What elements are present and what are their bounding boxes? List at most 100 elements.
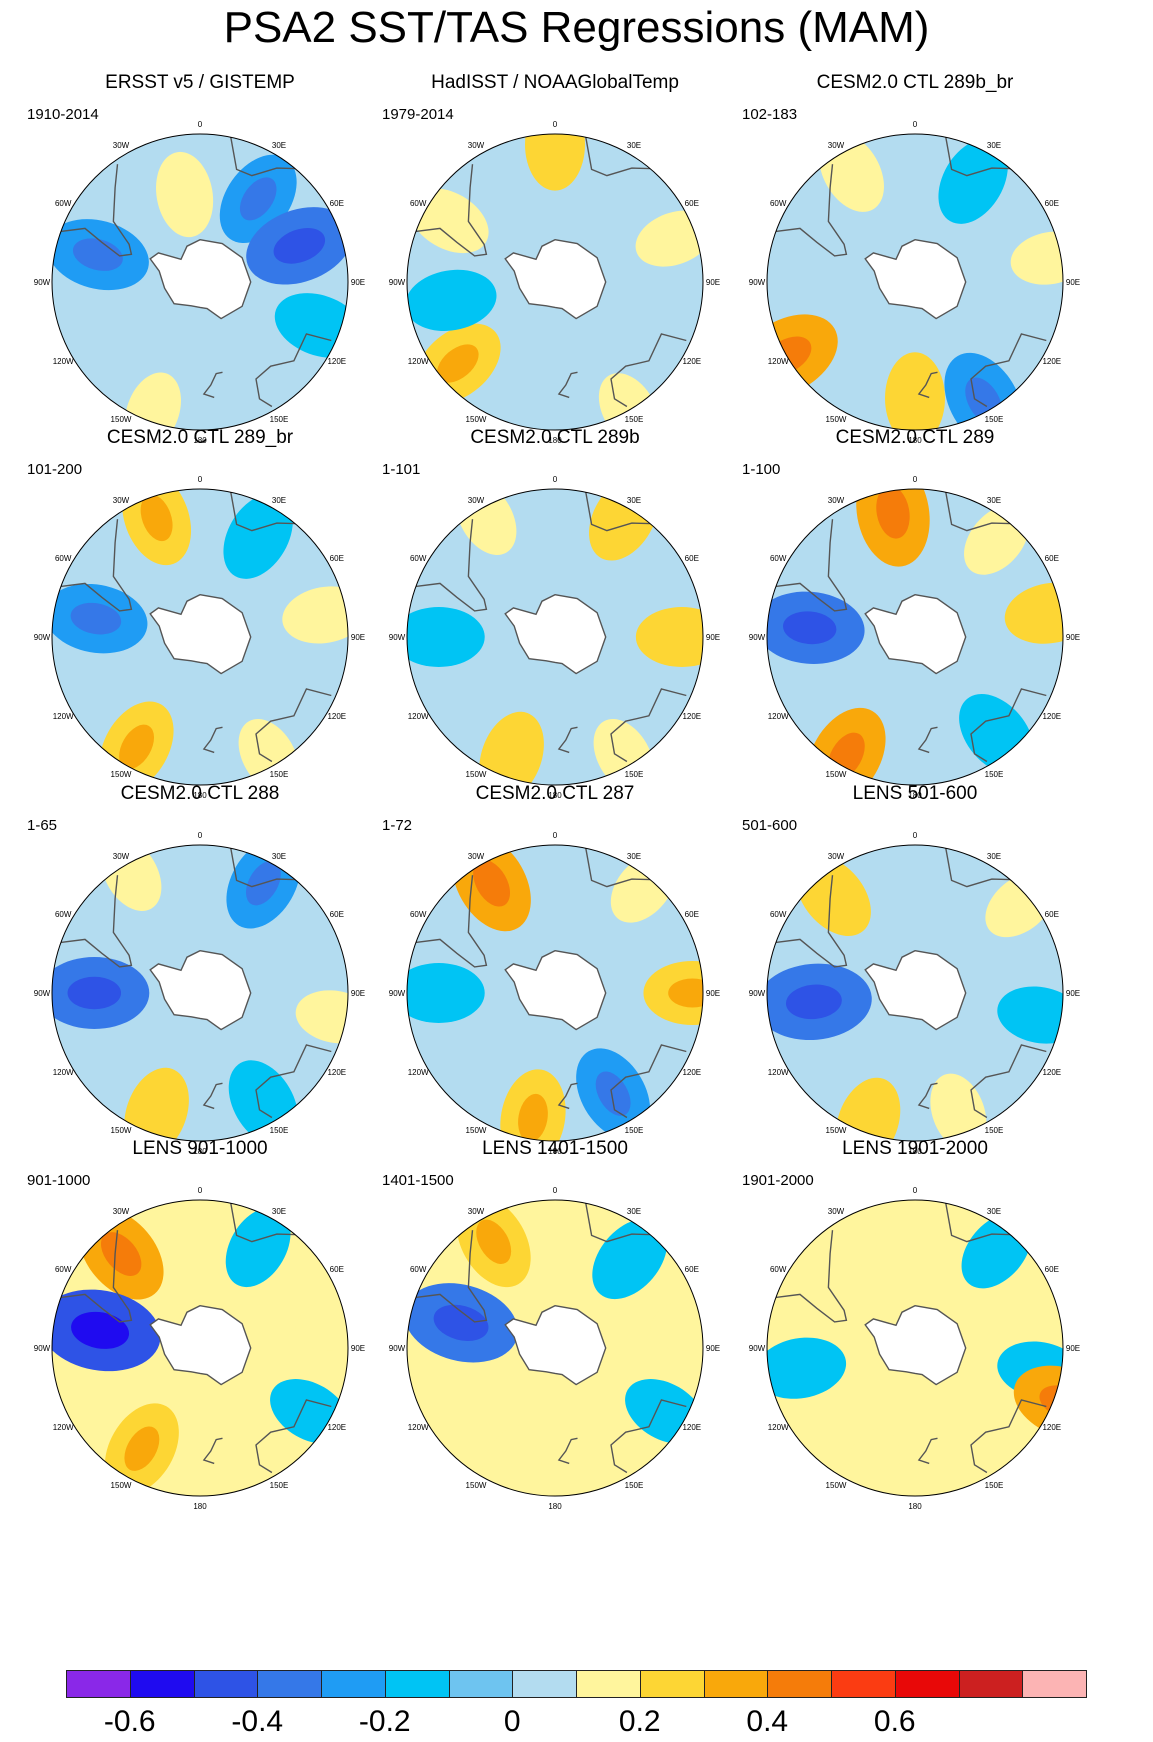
longitude-label: 60W [55, 554, 72, 563]
longitude-label: 90E [351, 1344, 365, 1353]
longitude-label: 150E [270, 1481, 289, 1490]
africa-coastline [945, 1203, 1011, 1243]
australia-coastline [610, 688, 687, 763]
polar-map: 0 30E 60E 90E 120E 150E 180 150W 120W 90W 60W 30W [34, 475, 365, 800]
longitude-label: 60W [770, 1265, 787, 1274]
panel-title: CESM2.0 CTL 287 [475, 783, 635, 804]
longitude-label: 180 [908, 791, 922, 800]
anomaly-patch [225, 1207, 291, 1288]
colorbar-tick-label: 0.2 [618, 1705, 661, 1738]
anomaly-core [473, 859, 511, 907]
longitude-label: 150E [270, 1126, 289, 1135]
longitude-label: 180 [193, 436, 207, 445]
antarctica-coastline [149, 1304, 252, 1386]
australia-coastline [970, 688, 1047, 763]
colorbar-swatch [767, 1670, 832, 1698]
anomaly-core [433, 1304, 489, 1341]
map-border [406, 488, 704, 786]
anomaly-core [476, 1219, 512, 1265]
longitude-label: 30E [987, 1207, 1001, 1216]
longitude-label: 120W [768, 357, 789, 366]
longitude-label: 180 [193, 1147, 207, 1156]
longitude-label: 60E [685, 199, 699, 208]
polar-map: 0 30E 60E 90E 120E 150E 180 150W 120W 90W 60W 30W [389, 475, 720, 800]
longitude-label: 150E [985, 770, 1004, 779]
longitude-label: 0 [553, 1186, 558, 1195]
longitude-label: 0 [913, 1186, 918, 1195]
anomaly-patch [407, 963, 485, 1023]
map-border [51, 488, 349, 786]
map-border [766, 1199, 1064, 1497]
longitude-label: 150W [826, 1126, 847, 1135]
anomaly-patch [1013, 1365, 1063, 1439]
antarctica-coastline [504, 238, 607, 320]
longitude-label: 150W [111, 1481, 132, 1490]
antarctica-coastline [149, 593, 252, 675]
longitude-label: 120E [327, 712, 346, 721]
longitude-label: 60W [55, 1265, 72, 1274]
longitude-label: 90E [351, 278, 365, 287]
longitude-label: 90E [706, 989, 720, 998]
longitude-label: 150W [111, 770, 132, 779]
longitude-label: 0 [198, 1186, 203, 1195]
polar-map: 0 30E 60E 90E 120E 150E 180 150W 120W 90W 60W 30W [34, 1186, 365, 1511]
longitude-label: 90W [34, 633, 51, 642]
south-america-coastline [775, 1230, 848, 1323]
polar-map: 0 30E 60E 90E 120E 150E 180 150W 120W 90W 60W 30W [749, 475, 1080, 800]
longitude-label: 0 [553, 475, 558, 484]
longitude-label: 150W [826, 770, 847, 779]
polar-map: 0 30E 60E 90E 120E 150E 180 150W 120W 90W 60W 30W [34, 831, 365, 1156]
map-panel: CESM2.0 CTL 289 0 30E 60E 90E 120E 150E 180 150W… [730, 427, 1100, 817]
longitude-label: 180 [908, 1147, 922, 1156]
map-panel: CESM2.0 CTL 288 0 30E 60E 90E 120E 150E 180 150W… [15, 783, 385, 1173]
panel-title: LENS 1401-1500 [482, 1138, 628, 1159]
south-america-coastline [415, 875, 488, 968]
anomaly-patch [407, 269, 497, 331]
longitude-label: 30E [987, 141, 1001, 150]
map-border [51, 1199, 349, 1497]
map-border [51, 844, 349, 1142]
colorbar-swatch [958, 1670, 1024, 1698]
anomaly-patch [1010, 231, 1063, 285]
colorbar-swatch [1022, 1670, 1087, 1698]
longitude-label: 0 [553, 120, 558, 129]
anomaly-core [876, 489, 910, 539]
period-label: 1401-1500 [382, 1172, 454, 1189]
longitude-label: 30E [272, 141, 286, 150]
longitude-label: 120W [408, 712, 429, 721]
antarctica-coastline [504, 949, 607, 1031]
australia-coastline [970, 1044, 1047, 1119]
longitude-label: 180 [908, 436, 922, 445]
longitude-label: 30W [468, 141, 485, 150]
map-border [766, 844, 1064, 1142]
new-zealand-coastline [557, 1082, 578, 1110]
panel-title: HadISST / NOAAGlobalTemp [431, 72, 679, 93]
south-america-coastline [415, 519, 488, 612]
anomaly-core [100, 1232, 142, 1276]
longitude-label: 30E [627, 852, 641, 861]
period-label: 1-101 [382, 461, 421, 478]
longitude-label: 120E [327, 1068, 346, 1077]
antarctica-coastline [864, 949, 967, 1031]
longitude-label: 60E [685, 554, 699, 563]
longitude-label: 90W [34, 989, 51, 998]
australia-coastline [970, 1399, 1047, 1474]
longitude-label: 150W [466, 770, 487, 779]
longitude-label: 120E [682, 1068, 701, 1077]
antarctica-coastline [149, 949, 252, 1031]
anomaly-patch [635, 607, 703, 667]
longitude-label: 60W [770, 199, 787, 208]
period-label: 102-183 [742, 106, 798, 123]
longitude-label: 120E [682, 1423, 701, 1432]
longitude-label: 30W [828, 496, 845, 505]
longitude-label: 60W [410, 910, 427, 919]
colorbar-swatch [639, 1670, 705, 1698]
new-zealand-coastline [917, 1082, 938, 1110]
map-border [51, 133, 349, 431]
longitude-label: 60E [1045, 554, 1059, 563]
map-panel: LENS 1401-1500 0 30E 60E 90E 120E 150E 180 150W 1… [370, 1138, 740, 1528]
africa-coastline [945, 137, 1011, 177]
anomaly-patch [124, 372, 181, 430]
longitude-label: 120W [53, 712, 74, 721]
africa-coastline [230, 137, 296, 177]
